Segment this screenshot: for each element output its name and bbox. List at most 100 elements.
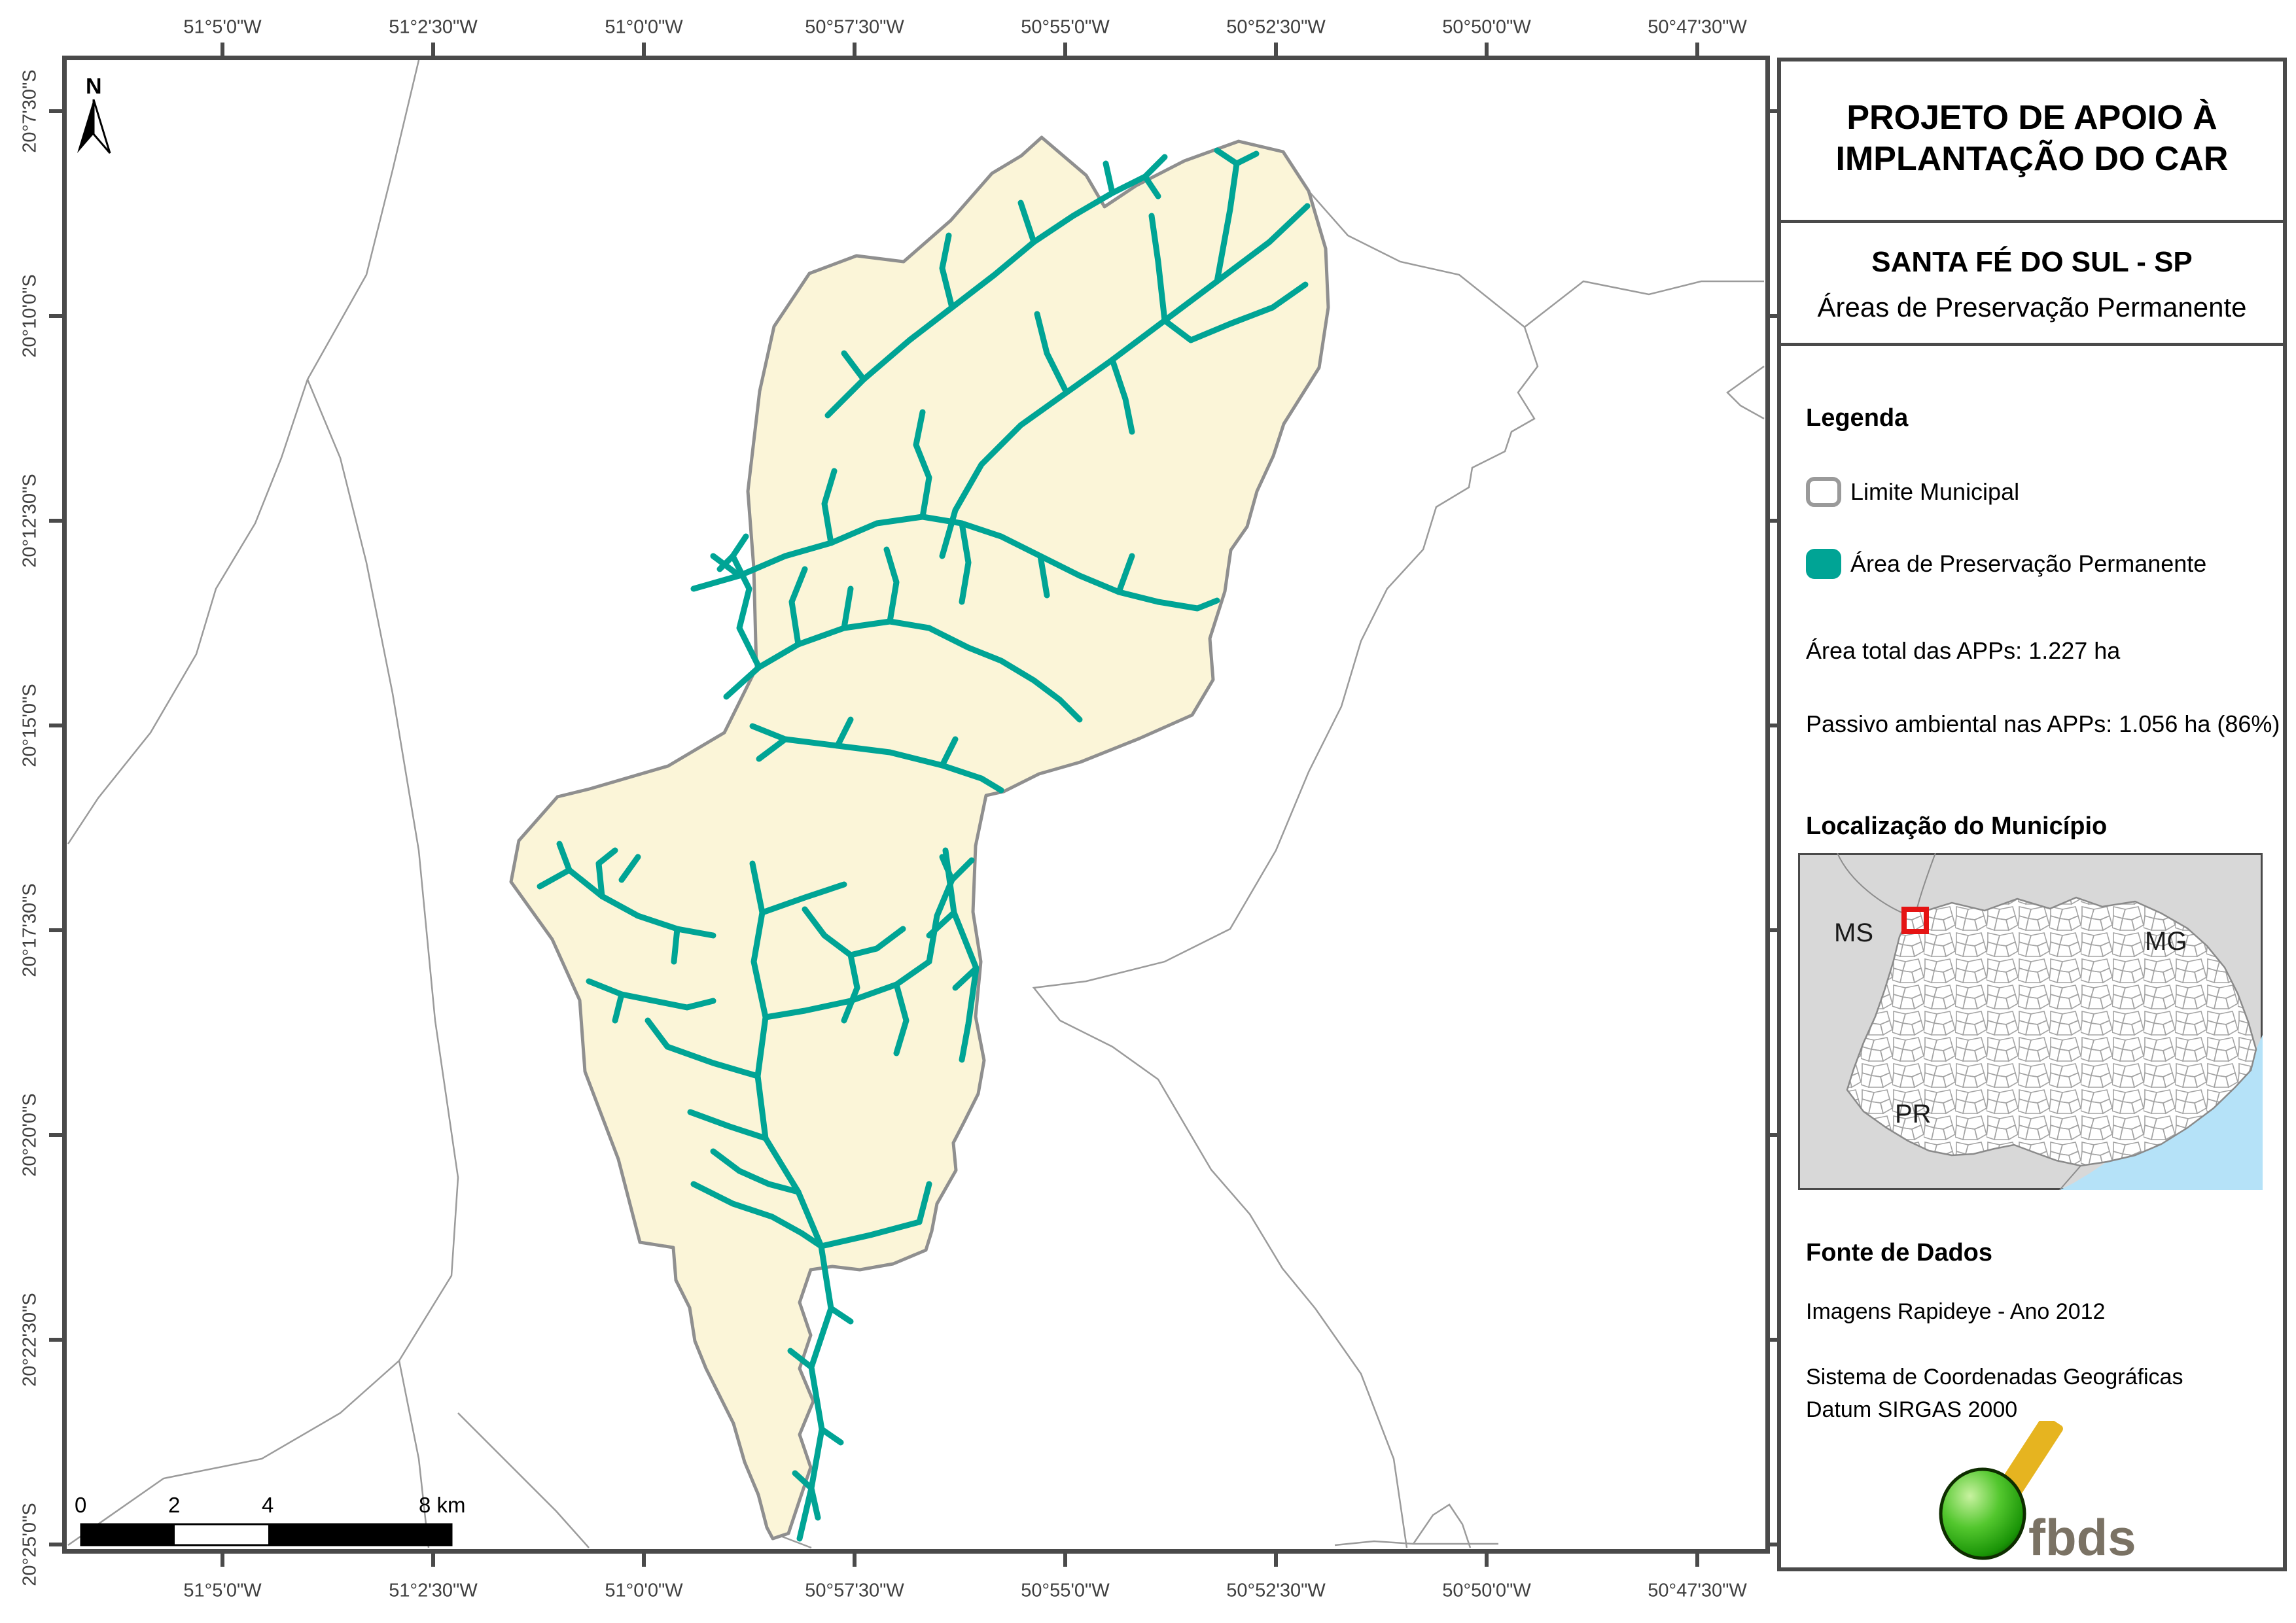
app-stream: [893, 981, 910, 1056]
lon-tick-top: [642, 43, 646, 56]
ocean: [2060, 1035, 2263, 1190]
stat-total-apps: Área total das APPs: 1.227 ha: [1806, 637, 2121, 664]
app-stream: [1017, 200, 1037, 245]
scale-bar: 0 2 4 8 km: [75, 1493, 466, 1546]
municipality-locator-square: [1901, 907, 1929, 934]
app-stream: [1109, 357, 1135, 435]
scale-label-2: 2: [168, 1493, 180, 1517]
app-stream: [671, 926, 680, 965]
app-stream: [1037, 553, 1050, 599]
legend-item-label: Área de Preservação Permanente: [1850, 550, 2207, 577]
neighbor-boundary-line: [457, 1412, 590, 1548]
lat-label-left: 20°10'0"S: [19, 274, 41, 358]
app-stream-network: [537, 147, 1311, 1542]
app-stream: [730, 553, 762, 671]
lat-label-left: 20°17'30"S: [19, 883, 41, 977]
neighbor-boundary-line: [1412, 1503, 1472, 1548]
lon-tick-bottom: [853, 1554, 857, 1567]
app-stream: [566, 867, 716, 939]
datasource-line: Imagens Rapideye - Ano 2012: [1806, 1299, 2106, 1324]
lat-tick-left: [49, 314, 62, 318]
lon-label-top: 51°0'0"W: [605, 16, 683, 38]
app-stream: [939, 203, 1311, 559]
divider: [1781, 220, 2283, 223]
legend-item-label: Limite Municipal: [1850, 478, 2020, 505]
app-stream: [824, 173, 1148, 419]
lat-tick-right: [1770, 314, 1783, 318]
main-map: N 0 2 4 8 km: [67, 60, 1765, 1549]
app-stream: [1103, 160, 1116, 196]
app-stream: [537, 867, 573, 890]
app-stream: [841, 350, 867, 383]
legend-item-limite-municipal: Limite Municipal: [1806, 475, 2019, 509]
fbds-logo: fbds: [1939, 1421, 2136, 1566]
lon-tick-top: [431, 43, 435, 56]
lon-label-bottom: 50°50'0"W: [1442, 1580, 1531, 1601]
lat-tick-right: [1770, 724, 1783, 727]
app-stream: [819, 1426, 844, 1446]
logo-wordmark: fbds: [2028, 1509, 2136, 1566]
lat-tick-right: [1770, 1338, 1783, 1342]
lon-label-bottom: 50°52'30"W: [1226, 1580, 1326, 1601]
app-stream: [1034, 311, 1070, 396]
lat-tick-left: [49, 1133, 62, 1137]
app-stream: [1233, 150, 1260, 167]
app-stream: [1214, 147, 1240, 167]
scale-label-8km: 8 km: [419, 1493, 466, 1517]
app-stream: [841, 952, 860, 1024]
state-boundary-line: [1837, 853, 1909, 916]
neighbor-boundary-line: [67, 60, 420, 845]
app-stream: [883, 546, 900, 625]
lon-tick-top: [1485, 43, 1489, 56]
lon-label-bottom: 50°47'30"W: [1648, 1580, 1747, 1601]
lon-label-top: 50°55'0"W: [1021, 16, 1110, 38]
lon-tick-bottom: [1274, 1554, 1278, 1567]
app-stream: [595, 847, 618, 899]
app-stream: [716, 553, 736, 572]
title-line-1: PROJETO DE APOIO À: [1846, 99, 2217, 137]
lon-label-top: 50°57'30"W: [805, 16, 904, 38]
neighbor-boundary-lines: [67, 60, 1765, 1549]
municipal-limit-polygon: [509, 135, 1330, 1541]
app-stream: [787, 1348, 815, 1370]
lon-label-top: 50°47'30"W: [1648, 16, 1747, 38]
app-swatch: [1806, 549, 1841, 579]
datasource-line: Datum SIRGAS 2000: [1806, 1397, 2018, 1422]
title-line-2: IMPLANTAÇÃO DO CAR: [1835, 140, 2229, 179]
app-stream: [710, 1148, 802, 1195]
app-stream: [788, 566, 808, 648]
lat-label-left: 20°7'30"S: [19, 69, 41, 153]
neighbor-boundary-line: [1726, 365, 1765, 420]
app-stream: [792, 1470, 815, 1492]
app-stream: [939, 232, 955, 311]
neighbor-boundary-line: [1308, 190, 1764, 328]
app-stream: [749, 723, 788, 742]
legend-item-app: Área de Preservação Permanente: [1806, 547, 2206, 581]
lat-tick-right: [1770, 1133, 1783, 1137]
logo-green-sphere: [1939, 1467, 2026, 1560]
scale-label-0: 0: [75, 1493, 86, 1517]
lon-label-bottom: 50°57'30"W: [805, 1580, 904, 1601]
app-stream: [687, 1109, 769, 1142]
scale-label-4: 4: [262, 1493, 274, 1517]
app-stream: [1148, 213, 1168, 324]
lon-tick-bottom: [642, 1554, 646, 1567]
app-stream: [926, 909, 957, 939]
app-stream: [690, 1181, 824, 1249]
neighbor-boundary-line: [1334, 1540, 1498, 1546]
app-stream: [818, 1219, 923, 1249]
lon-tick-bottom: [1695, 1554, 1699, 1567]
lon-label-bottom: 50°55'0"W: [1021, 1580, 1110, 1601]
lon-tick-top: [1695, 43, 1699, 56]
app-stream: [913, 409, 932, 520]
app-stream: [821, 468, 838, 546]
app-stream: [834, 716, 854, 749]
lon-label-bottom: 51°5'0"W: [183, 1580, 262, 1601]
app-stream: [759, 881, 847, 916]
lat-tick-right: [1770, 1543, 1783, 1546]
north-arrow-icon: N: [77, 74, 111, 154]
app-stream: [730, 533, 749, 559]
lon-tick-bottom: [431, 1554, 435, 1567]
app-stream: [949, 857, 975, 883]
app-stream: [556, 841, 573, 873]
